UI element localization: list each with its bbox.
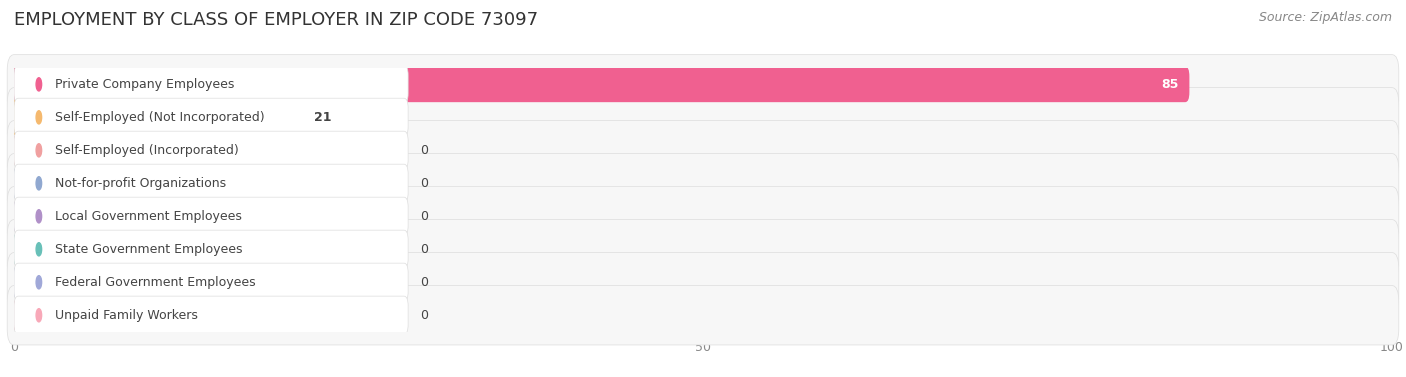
Text: Federal Government Employees: Federal Government Employees bbox=[55, 276, 256, 289]
Text: 21: 21 bbox=[315, 111, 332, 124]
FancyBboxPatch shape bbox=[7, 154, 1399, 213]
Text: Local Government Employees: Local Government Employees bbox=[55, 210, 242, 223]
Circle shape bbox=[37, 276, 42, 289]
FancyBboxPatch shape bbox=[11, 202, 58, 231]
Text: 0: 0 bbox=[420, 144, 429, 157]
FancyBboxPatch shape bbox=[14, 164, 408, 202]
FancyBboxPatch shape bbox=[11, 268, 58, 297]
Text: 85: 85 bbox=[1161, 78, 1178, 91]
Circle shape bbox=[37, 144, 42, 157]
Text: Unpaid Family Workers: Unpaid Family Workers bbox=[55, 309, 198, 322]
FancyBboxPatch shape bbox=[7, 88, 1399, 147]
Text: 0: 0 bbox=[420, 177, 429, 190]
Circle shape bbox=[37, 177, 42, 190]
Text: EMPLOYMENT BY CLASS OF EMPLOYER IN ZIP CODE 73097: EMPLOYMENT BY CLASS OF EMPLOYER IN ZIP C… bbox=[14, 11, 538, 29]
FancyBboxPatch shape bbox=[7, 55, 1399, 114]
FancyBboxPatch shape bbox=[7, 219, 1399, 279]
FancyBboxPatch shape bbox=[10, 100, 308, 135]
FancyBboxPatch shape bbox=[14, 98, 408, 136]
Text: 0: 0 bbox=[420, 309, 429, 322]
Text: Self-Employed (Incorporated): Self-Employed (Incorporated) bbox=[55, 144, 239, 157]
Circle shape bbox=[37, 243, 42, 256]
FancyBboxPatch shape bbox=[14, 197, 408, 235]
FancyBboxPatch shape bbox=[14, 131, 408, 170]
Circle shape bbox=[37, 111, 42, 124]
FancyBboxPatch shape bbox=[14, 296, 408, 334]
FancyBboxPatch shape bbox=[14, 230, 408, 268]
Text: Private Company Employees: Private Company Employees bbox=[55, 78, 235, 91]
FancyBboxPatch shape bbox=[14, 263, 408, 302]
FancyBboxPatch shape bbox=[11, 169, 58, 198]
FancyBboxPatch shape bbox=[11, 136, 58, 165]
Circle shape bbox=[37, 78, 42, 91]
FancyBboxPatch shape bbox=[7, 121, 1399, 180]
Text: 0: 0 bbox=[420, 210, 429, 223]
Text: Not-for-profit Organizations: Not-for-profit Organizations bbox=[55, 177, 226, 190]
Text: State Government Employees: State Government Employees bbox=[55, 243, 243, 256]
Text: 0: 0 bbox=[420, 276, 429, 289]
Text: Source: ZipAtlas.com: Source: ZipAtlas.com bbox=[1258, 11, 1392, 24]
FancyBboxPatch shape bbox=[11, 235, 58, 264]
FancyBboxPatch shape bbox=[10, 67, 1189, 102]
Text: Self-Employed (Not Incorporated): Self-Employed (Not Incorporated) bbox=[55, 111, 264, 124]
FancyBboxPatch shape bbox=[7, 253, 1399, 312]
Circle shape bbox=[37, 210, 42, 223]
FancyBboxPatch shape bbox=[7, 286, 1399, 345]
Text: 0: 0 bbox=[420, 243, 429, 256]
FancyBboxPatch shape bbox=[11, 301, 58, 330]
Circle shape bbox=[37, 309, 42, 322]
FancyBboxPatch shape bbox=[14, 65, 408, 104]
FancyBboxPatch shape bbox=[7, 187, 1399, 246]
